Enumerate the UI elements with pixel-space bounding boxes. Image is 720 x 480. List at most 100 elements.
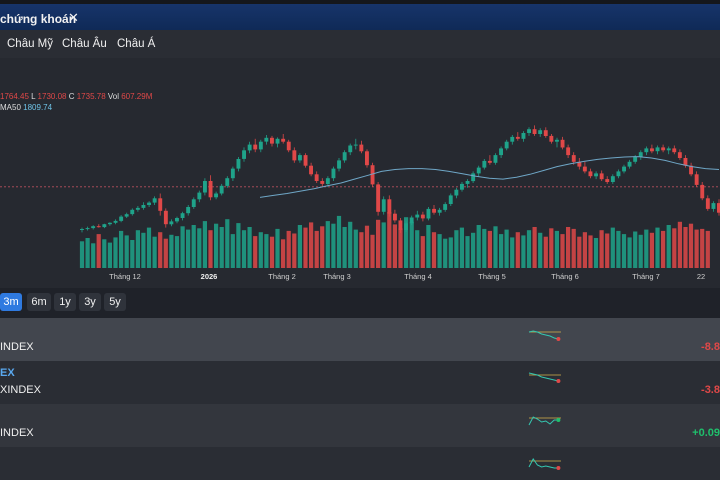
range-3m-button[interactable]: 3m bbox=[0, 293, 22, 311]
candle-body bbox=[683, 158, 688, 166]
candle-body bbox=[175, 218, 179, 222]
volume-bar bbox=[79, 241, 85, 268]
tab-title[interactable]: chứng khoán bbox=[0, 12, 77, 26]
candle-body bbox=[404, 223, 408, 230]
volume-bar bbox=[392, 224, 397, 268]
candle-body bbox=[655, 147, 660, 152]
index-code: INDEX bbox=[0, 341, 34, 353]
volume-bar bbox=[320, 226, 325, 268]
volume-bar bbox=[387, 212, 392, 268]
sparkline-line bbox=[528, 372, 559, 382]
volume-bar bbox=[331, 223, 336, 268]
candle-body bbox=[599, 173, 604, 180]
candle-body bbox=[448, 195, 453, 204]
volume-bar bbox=[91, 243, 96, 268]
volume-bar bbox=[554, 230, 559, 268]
candle-body bbox=[264, 137, 269, 142]
volume-bar bbox=[415, 230, 420, 268]
index-row[interactable]: EX XINDEX -3.8 bbox=[0, 361, 720, 404]
volume-bar bbox=[621, 234, 627, 268]
volume-bar bbox=[370, 234, 375, 268]
volume-bar bbox=[180, 226, 185, 268]
candle-body bbox=[275, 138, 280, 144]
volume-bar bbox=[700, 228, 705, 268]
index-row[interactable]: INDEX +0.09 bbox=[0, 404, 720, 447]
legend-low-value: 1730.08 bbox=[37, 92, 67, 101]
volume-bar bbox=[85, 238, 90, 268]
candle-body bbox=[409, 217, 414, 224]
candle-body bbox=[454, 189, 459, 196]
volume-bar bbox=[191, 225, 196, 268]
x-tick-label: Tháng 2 bbox=[268, 272, 296, 281]
candle-body bbox=[219, 185, 224, 194]
close-icon[interactable]: ✕ bbox=[68, 10, 79, 25]
volume-bar bbox=[281, 239, 286, 268]
volume-bar bbox=[526, 230, 532, 268]
volume-bar bbox=[638, 234, 643, 268]
volume-bar bbox=[493, 226, 498, 268]
legend-close-label: C bbox=[68, 92, 75, 101]
legend-vol-value: 607.29M bbox=[121, 92, 153, 101]
volume-bar bbox=[404, 217, 409, 268]
candle-body bbox=[191, 199, 196, 207]
ma50-label: MA50 bbox=[0, 103, 21, 112]
sparkline bbox=[528, 416, 561, 426]
candle-body bbox=[638, 152, 643, 157]
index-code: XINDEX bbox=[0, 384, 41, 396]
volume-bar bbox=[487, 230, 492, 268]
candle-body bbox=[353, 144, 358, 146]
tab-chau-my[interactable]: Châu Mỹ bbox=[7, 38, 54, 50]
sparkline-line bbox=[528, 458, 559, 469]
sparkline-dot bbox=[556, 418, 561, 422]
price-chart[interactable]: Tháng 12 2026 Tháng 2 Tháng 3 Tháng 4 Tháng 5… bbox=[0, 58, 720, 288]
range-3y-button[interactable]: 3y bbox=[79, 293, 101, 311]
range-6m-button[interactable]: 6m bbox=[27, 293, 51, 311]
ma50-legend: MA50 1809.74 bbox=[0, 103, 52, 112]
candle-body bbox=[672, 148, 677, 153]
candle-body bbox=[666, 148, 671, 151]
volume-bar bbox=[297, 225, 302, 268]
volume-bar bbox=[521, 235, 526, 268]
volume-bar bbox=[292, 233, 297, 268]
sparkline bbox=[528, 330, 561, 341]
range-5y-button[interactable]: 5y bbox=[104, 293, 126, 311]
volume-bar bbox=[627, 237, 632, 268]
candle-body bbox=[437, 209, 442, 213]
range-1y-button[interactable]: 1y bbox=[54, 293, 76, 311]
volume-bar bbox=[543, 236, 548, 268]
candle-body bbox=[694, 174, 699, 185]
candle-body bbox=[504, 141, 509, 149]
volume-bar bbox=[566, 227, 571, 268]
candle-body bbox=[102, 224, 107, 228]
candle-body bbox=[147, 202, 151, 205]
legend-head-value: 1764.45 bbox=[0, 92, 29, 101]
tab-chau-a[interactable]: Châu Á bbox=[117, 38, 156, 50]
volume-bar bbox=[588, 235, 593, 268]
candle-body bbox=[622, 166, 626, 172]
volume-bar bbox=[348, 221, 353, 268]
index-code: INDEX bbox=[0, 427, 34, 439]
index-change: +0.09 bbox=[692, 427, 720, 439]
candle-body bbox=[337, 160, 341, 169]
volume-bar bbox=[459, 227, 464, 268]
candle-body bbox=[214, 193, 218, 198]
index-row[interactable] bbox=[0, 447, 720, 480]
candle-body bbox=[387, 199, 392, 214]
candle-body bbox=[460, 183, 464, 190]
volume-bar bbox=[119, 230, 124, 268]
volume-bar bbox=[197, 228, 202, 268]
candle-body bbox=[314, 174, 319, 181]
candle-body bbox=[124, 214, 129, 217]
volume-bar bbox=[141, 232, 146, 268]
candle-body bbox=[85, 228, 90, 230]
tab-chau-au[interactable]: Châu Âu bbox=[62, 38, 107, 50]
volume-bar bbox=[454, 230, 459, 268]
candle-body bbox=[415, 214, 420, 218]
index-row[interactable]: INDEX -8.8 bbox=[0, 318, 720, 361]
index-change: -8.8 bbox=[701, 341, 720, 353]
x-tick-label: Tháng 7 bbox=[632, 272, 660, 281]
volume-bar bbox=[169, 234, 174, 268]
sparkline-dot bbox=[556, 466, 561, 470]
candle-body bbox=[208, 181, 213, 198]
volume-bar bbox=[599, 230, 604, 268]
